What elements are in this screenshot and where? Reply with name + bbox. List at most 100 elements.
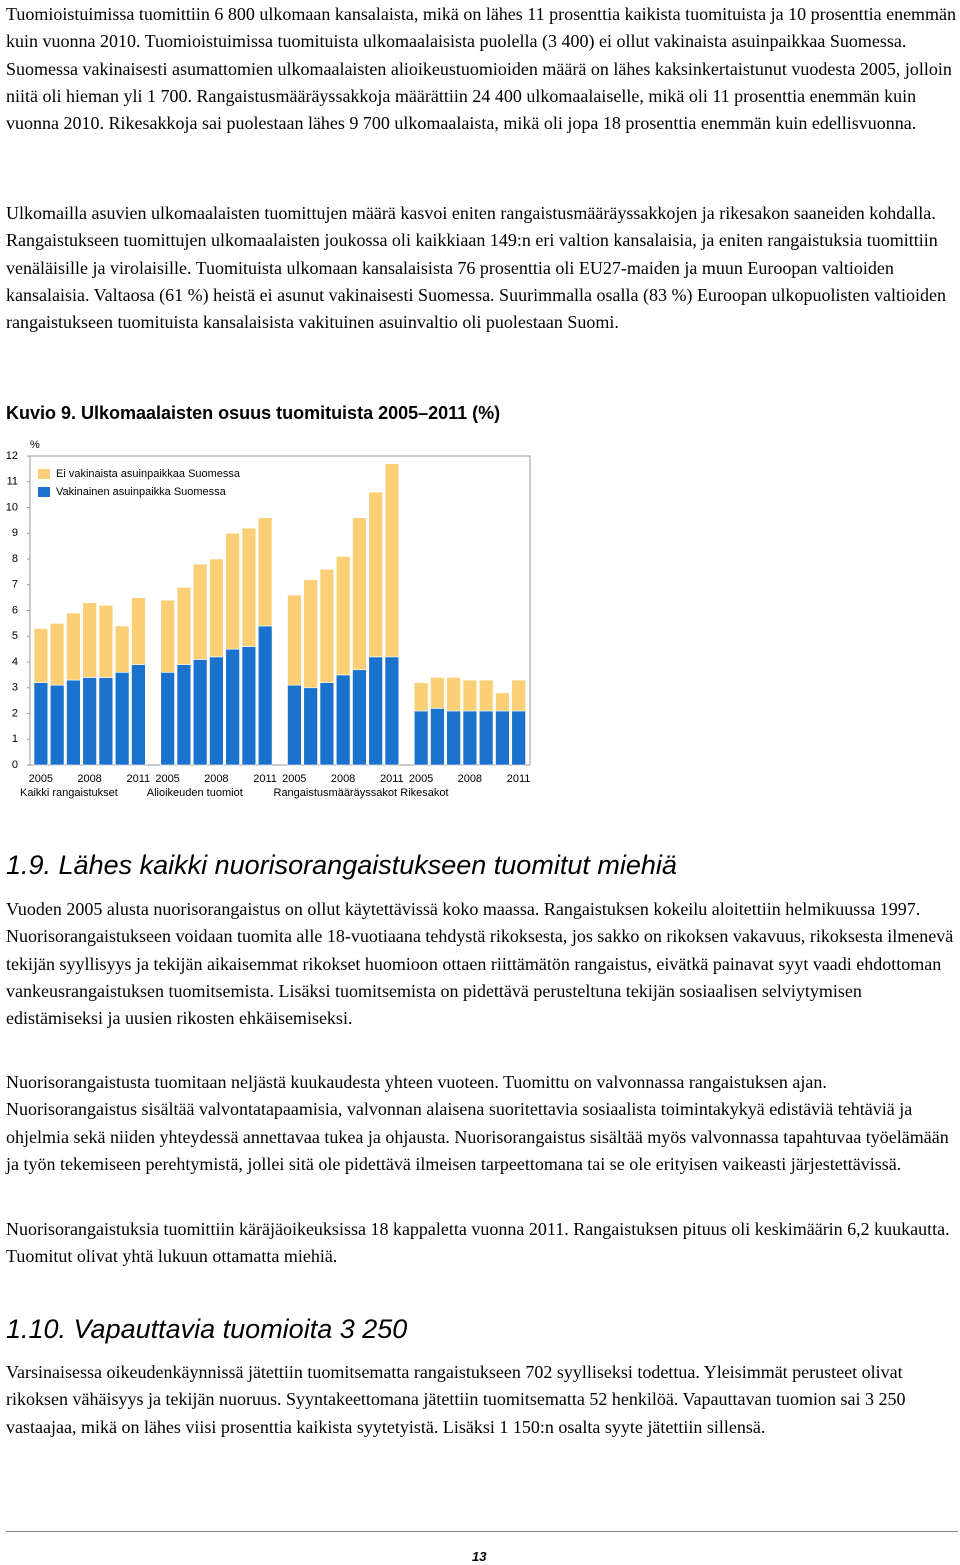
group-label: Rangaistusmääräyssakot [274, 787, 398, 799]
bar-segment [511, 710, 526, 766]
bar-segment [303, 579, 318, 689]
paragraph: Nuorisorangaistuksia tuomittiin käräjäoi… [6, 1219, 950, 1267]
bar-segment [66, 612, 81, 681]
bar-segment [368, 656, 383, 766]
y-tick-label: 2 [12, 707, 18, 719]
bar-segment [478, 679, 494, 712]
bar-segment [303, 687, 318, 766]
legend-label: Vakinainen asuinpaikka Suomessa [56, 486, 227, 498]
bar-segment [352, 669, 367, 766]
bar-segment [413, 710, 429, 766]
bar-segment [495, 692, 510, 712]
paragraph: Ulkomailla asuvien ulkomaalaisten tuomit… [6, 203, 946, 333]
bar-segment [384, 656, 400, 766]
bar-segment [33, 682, 49, 766]
bar-segment [335, 556, 351, 676]
group-label: Alioikeuden tuomiot [147, 787, 243, 799]
footer-rule [6, 1531, 958, 1532]
x-tick-label: 2008 [77, 773, 101, 785]
bar-segment [131, 664, 146, 766]
x-tick-label: 2008 [204, 773, 228, 785]
x-tick-label: 2008 [458, 773, 482, 785]
bar-segment [98, 677, 114, 766]
paragraph: Vuoden 2005 alusta nuorisorangaistus on … [6, 899, 954, 1029]
paragraph: Varsinaisessa oikeudenkäynnissä jätettii… [6, 1362, 906, 1437]
bar-segment [287, 684, 302, 766]
x-tick-label: 2008 [331, 773, 355, 785]
paragraph: Tuomioistuimissa tuomittiin 6 800 ulkoma… [6, 4, 957, 134]
bar-segment [192, 563, 208, 660]
bar-segment [114, 625, 130, 673]
bar-segment [209, 656, 224, 766]
bar-segment [257, 625, 273, 766]
bar-segment [33, 628, 49, 683]
y-tick-label: 0 [12, 759, 18, 771]
bar-segment [368, 491, 383, 658]
bar-segment [225, 532, 240, 650]
y-tick-label: 7 [12, 579, 18, 591]
bar-segment [478, 710, 494, 766]
group-label: Kaikki rangaistukset [20, 787, 118, 799]
bar-segment [413, 682, 429, 712]
y-tick-label: 9 [12, 527, 18, 539]
bar-segment [241, 646, 257, 766]
bar-segment [49, 684, 65, 766]
section-heading: 1.10. Vapauttavia tuomioita 3 250 [6, 1314, 408, 1344]
y-tick-label: 10 [6, 501, 18, 513]
x-tick-label: 2005 [29, 773, 53, 785]
bar-segment [160, 672, 175, 766]
bar-segment [384, 463, 400, 658]
y-tick-label: 11 [7, 476, 18, 488]
bar-segment [446, 677, 461, 712]
legend-swatch [38, 469, 50, 479]
paragraph: Nuorisorangaistusta tuomitaan neljästä k… [6, 1072, 949, 1174]
bar-segment [352, 517, 367, 671]
bar-segment [176, 664, 192, 766]
bar-segment [160, 599, 175, 673]
bar-segment [49, 623, 65, 686]
legend-swatch [38, 487, 50, 497]
x-tick-label: 2011 [253, 773, 277, 785]
y-tick-label: 4 [12, 656, 18, 668]
x-tick-label: 2011 [507, 773, 531, 785]
figure-caption: Kuvio 9. Ulkomaalaisten osuus tuomituist… [6, 403, 501, 423]
x-tick-label: 2005 [155, 773, 179, 785]
bar-segment [114, 672, 130, 766]
bar-segment [241, 527, 257, 647]
bar-segment [176, 587, 192, 665]
x-tick-label: 2011 [380, 773, 404, 785]
bar-segment [430, 708, 445, 766]
x-tick-label: 2005 [409, 773, 433, 785]
bar-segment [430, 677, 445, 709]
section-heading: 1.9. Lähes kaikki nuorisorangaistukseen … [6, 850, 677, 880]
legend-label: Ei vakinaista asuinpaikkaa Suomessa [56, 468, 241, 480]
bar-segment [287, 594, 302, 686]
bar-segment [319, 569, 335, 683]
bar-segment [319, 682, 335, 766]
bar-segment [257, 517, 273, 627]
y-tick-label: 3 [12, 682, 18, 694]
y-tick-label: 8 [12, 553, 18, 565]
y-tick-label: 5 [12, 630, 18, 642]
group-label: Rikesakot [400, 787, 448, 799]
bar-segment [192, 659, 208, 766]
bar-segment [131, 597, 146, 665]
bar-segment [495, 710, 510, 766]
bar-segment [98, 605, 114, 678]
bar-segment [66, 679, 81, 766]
page-number: 13 [472, 1549, 487, 1564]
bar-segment [462, 710, 478, 766]
y-tick-label: 12 [6, 450, 18, 462]
y-tick-label: 6 [12, 604, 18, 616]
bar-segment [511, 679, 526, 712]
bar-segment [446, 710, 461, 766]
bar-segment [82, 677, 97, 766]
y-tick-label: 1 [12, 733, 18, 745]
x-tick-label: 2005 [282, 773, 306, 785]
bar-segment [335, 674, 351, 766]
x-tick-label: 2011 [126, 773, 150, 785]
y-axis-unit: % [30, 439, 40, 451]
bar-segment [82, 602, 97, 678]
